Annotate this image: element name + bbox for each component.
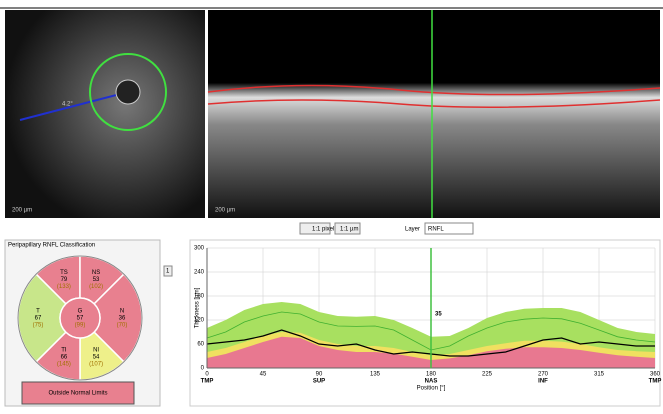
screen: 4.2° 200 µm 200 µm 1:1 pixel 1:1 µm Laye…	[0, 0, 663, 409]
y-tick-label: 240	[194, 270, 205, 276]
sector-label: N	[120, 309, 124, 315]
sector-label: TS	[60, 270, 68, 276]
y-tick-label: 300	[194, 246, 205, 252]
sector-label: TI	[61, 347, 67, 353]
layer-label: Layer	[405, 227, 420, 233]
x-tick-label: 180	[426, 372, 437, 378]
sector-label: NI	[93, 347, 99, 353]
sector-normal: (133)	[57, 284, 71, 290]
sector-value: 54	[93, 354, 100, 360]
global-value: 57	[77, 316, 84, 322]
x-region-label: INF	[538, 379, 548, 385]
sector-value: 36	[119, 316, 126, 322]
x-region-label: NAS	[425, 379, 438, 385]
x-tick-label: 315	[594, 372, 605, 378]
zoom-label: 1:1 µm	[340, 227, 358, 233]
x-tick-label: 135	[370, 372, 381, 378]
sector-label: NS	[92, 270, 100, 276]
sector-normal: (102)	[89, 284, 103, 290]
sector-value: 79	[61, 277, 68, 283]
x-tick-label: 270	[538, 372, 549, 378]
status: Outside Normal Limits	[48, 391, 107, 397]
sector-value: 66	[61, 354, 68, 360]
sector-normal: (75)	[33, 323, 44, 329]
zoom-label: 1:1 pixel	[312, 227, 334, 233]
sector-label: T	[36, 309, 40, 315]
y-axis-label: Thickness [µm]	[195, 287, 201, 328]
sector-normal: (70)	[117, 323, 128, 329]
fundus-image	[5, 10, 205, 218]
global-label: G	[78, 309, 83, 315]
sector-value: 67	[35, 316, 42, 322]
scale-label: 200 µm	[12, 208, 32, 214]
x-tick-label: 360	[650, 372, 661, 378]
x-tick-label: 45	[260, 372, 267, 378]
optic-disc	[116, 80, 140, 104]
x-tick-label: 90	[316, 372, 323, 378]
sector-value: 53	[93, 277, 100, 283]
x-region-label: SUP	[313, 379, 325, 385]
scale-label: 200 µm	[215, 208, 235, 214]
sector-normal: (145)	[57, 361, 71, 367]
y-tick-label: 60	[197, 342, 204, 348]
x-region-label: TMP	[649, 379, 662, 385]
x-axis-label: Position [°]	[417, 386, 446, 392]
x-region-label: TMP	[201, 379, 214, 385]
sector-normal: (107)	[89, 361, 103, 367]
cursor-value: 35	[435, 312, 442, 318]
x-tick-label: 225	[482, 372, 493, 378]
panel-title: Peripapillary RNFL Classification	[8, 243, 95, 249]
global-normal: (99)	[75, 323, 86, 329]
layer-value: RNFL	[428, 227, 444, 233]
bscan-image	[208, 10, 660, 218]
angle-label: 4.2°	[62, 102, 73, 108]
